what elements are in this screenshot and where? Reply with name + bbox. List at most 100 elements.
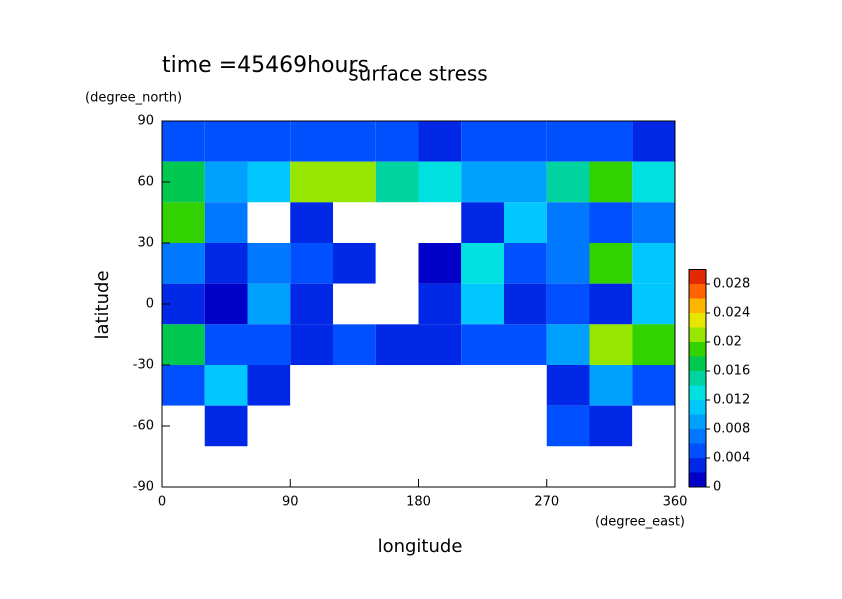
contour-cell [418,243,462,284]
contour-cell [589,446,633,487]
contour-cell [418,202,462,243]
colorbar-tick-label: 0.012 [713,393,750,408]
contour-cell [290,161,333,203]
contour-cell [247,446,291,487]
colorbar-tick-label: 0.016 [713,364,750,379]
contour-cell [204,243,248,284]
colorbar-segment [689,414,706,429]
subtitle: time =45469hours [162,53,369,78]
contour-cell [162,243,205,284]
x-unit: (degree_east) [595,515,685,530]
contour-cell [204,121,248,162]
contour-cell [375,202,419,243]
contour-cell [632,324,675,365]
contour-cell [504,283,547,325]
colorbar-frame [688,269,707,488]
contour-cell [247,161,291,203]
contour-cell [290,365,333,406]
x-tick-label: 180 [406,495,431,510]
contour-cell [589,243,633,284]
contour-cell [632,243,675,284]
contour-cell [375,365,419,406]
contour-cell [589,161,633,203]
contour-cell [461,283,504,325]
contour-cell [589,121,633,162]
y-tick-label: 90 [137,114,154,129]
x-tick-label: 0 [158,495,166,510]
contour-cell [204,161,248,203]
contour-cell [333,243,376,284]
contour-cell [290,243,333,284]
colorbar-tick-label: 0.028 [713,277,750,292]
contour-cell [333,283,376,325]
contour-cell [290,324,333,365]
contour-cell [546,283,590,325]
contour-cell [461,365,504,406]
contour-cell [546,243,590,284]
colorbar-segment [689,342,706,357]
x-tick-label: 90 [282,495,299,510]
y-tick-label: -30 [133,358,154,373]
contour-cell [333,324,376,365]
contour-cell [375,324,419,365]
contour-cell [247,202,291,243]
contour-cell [632,405,675,447]
contour-cell [546,324,590,365]
x-axis-label: longitude [378,536,463,557]
contour-cell [546,161,590,203]
colorbar-tick-label: 0 [713,480,721,495]
contour-cell [546,121,590,162]
y-tick-label: 0 [146,297,154,312]
contour-cell [375,405,419,447]
contour-cell [418,161,462,203]
colorbar-segment [689,458,706,473]
contour-cell [162,365,205,406]
contour-cell [504,405,547,447]
contour-cell [589,405,633,447]
contour-cell [461,161,504,203]
y-tick-label: 30 [137,236,154,251]
contour-cell [247,283,291,325]
contour-cell [333,121,376,162]
contour-cell [290,405,333,447]
contour-cell [204,324,248,365]
contour-cell [589,365,633,406]
contour-cell [375,283,419,325]
contour-cell [375,121,419,162]
colorbar-tick-label: 0.004 [713,451,750,466]
contour-cell [290,446,333,487]
contour-cell [632,161,675,203]
contour-cell [247,365,291,406]
y-axis-label: latitude [92,270,113,339]
contour-cell [204,365,248,406]
contour-cell [504,324,547,365]
contour-cell [632,365,675,406]
colorbar-segment [689,472,706,487]
colorbar-segment [689,313,706,328]
contour-cell [461,121,504,162]
contour-cell [418,324,462,365]
contour-cell [204,283,248,325]
contour-cell [546,365,590,406]
contour-cell [375,243,419,284]
contour-cell [504,121,547,162]
contour-cell [589,283,633,325]
contour-cell [333,161,376,203]
contour-cell [333,446,376,487]
contour-cell [290,202,333,243]
contour-cell [247,324,291,365]
colorbar-segment [689,429,706,444]
y-unit: (degree_north) [85,91,182,106]
contour-cell [418,405,462,447]
y-tick-label: 60 [137,175,154,190]
contour-cell [162,121,205,162]
contour-cell [546,446,590,487]
contour-cell [204,202,248,243]
contour-cell [546,405,590,447]
contour-cell [333,405,376,447]
chart-title: surface stress [348,62,487,86]
contour-cell [504,161,547,203]
y-tick-label: -60 [133,419,154,434]
colorbar-segment [689,356,706,371]
